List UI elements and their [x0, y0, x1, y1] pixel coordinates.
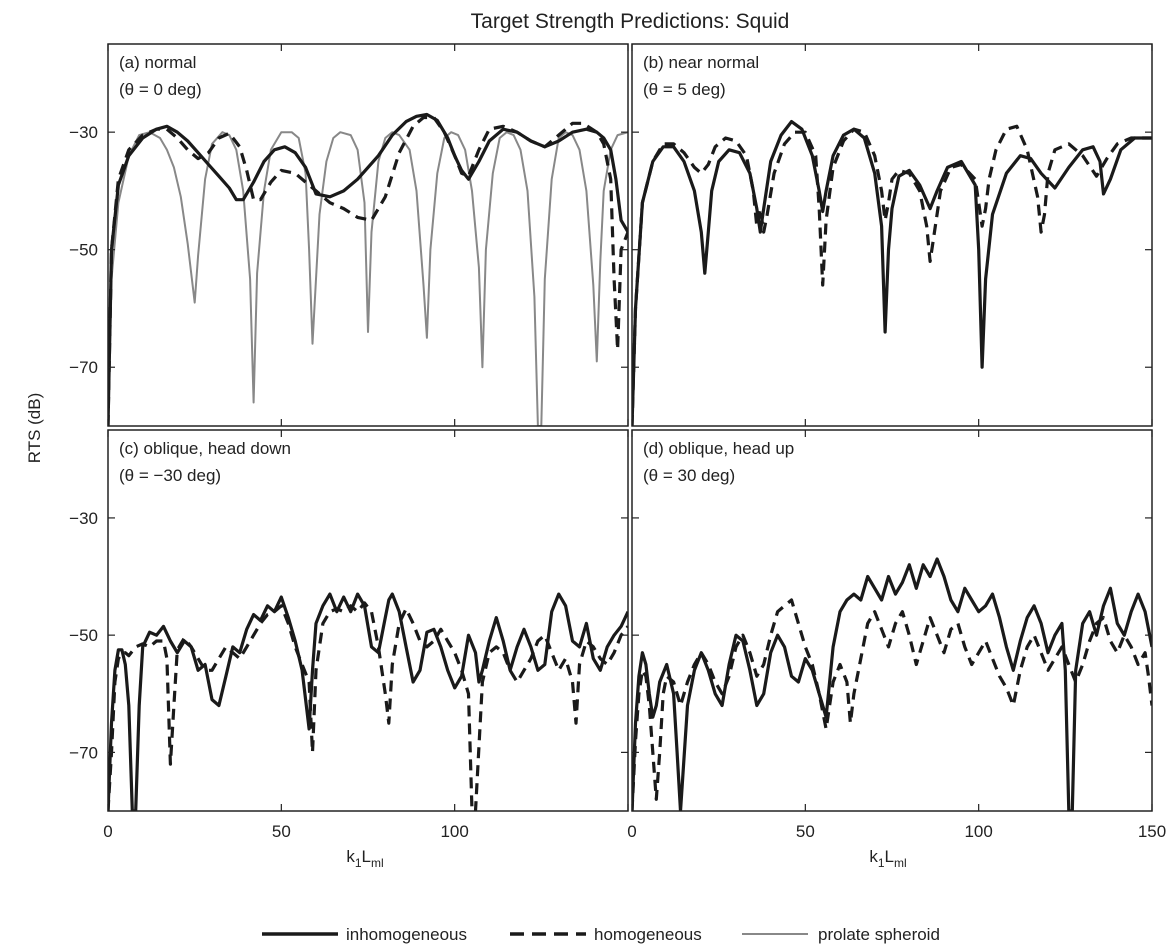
- x-tick-label: 0: [103, 822, 112, 841]
- panel-angle-1: (θ = 5 deg): [643, 80, 726, 99]
- panel-frame-2: [107, 429, 629, 812]
- legend-label-inhomogeneous: inhomogeneous: [346, 925, 467, 944]
- panel-angle-3: (θ = 30 deg): [643, 466, 735, 485]
- y-tick-label: −50: [69, 626, 98, 645]
- panel-frame-0: [107, 43, 629, 427]
- panel-angle-0: (θ = 0 deg): [119, 80, 202, 99]
- y-tick-label: −50: [69, 241, 98, 260]
- y-axis-label: RTS (dB): [25, 393, 44, 464]
- x-tick-label: 50: [796, 822, 815, 841]
- panel-title-1: (b) near normal: [643, 53, 759, 72]
- y-tick-label: −30: [69, 123, 98, 142]
- x-tick-label: 100: [964, 822, 992, 841]
- series-line-homogeneous-panel-0: [108, 115, 628, 426]
- panel-1: (b) near normal (θ = 5 deg): [631, 43, 1153, 427]
- series-line-inhomogeneous-panel-3: [632, 557, 1152, 811]
- y-tick-label: −70: [69, 358, 98, 377]
- panel-title-0: (a) normal: [119, 53, 196, 72]
- series-line-homogeneous-panel-2: [108, 601, 628, 811]
- panel-title-3: (d) oblique, head up: [643, 439, 794, 458]
- chart-title: Target Strength Predictions: Squid: [471, 10, 790, 33]
- series-line-inhomogeneous-panel-0: [108, 112, 628, 426]
- legend: inhomogeneous homogeneous prolate sphero…: [262, 925, 940, 944]
- panel-0: −30 −50 −70 (a) normal (θ = 0 deg): [69, 43, 629, 427]
- panel-title-2: (c) oblique, head down: [119, 439, 291, 458]
- legend-label-prolate-spheroid: prolate spheroid: [818, 925, 940, 944]
- series-line-inhomogeneous-panel-1: [632, 120, 1152, 426]
- panel-3: 0 50 100 150 (d) oblique, head up (θ = 30 deg…: [627, 429, 1166, 841]
- x-tick-label: 0: [627, 822, 636, 841]
- x-tick-label: 50: [272, 822, 291, 841]
- series-line-homogeneous-panel-1: [632, 124, 1152, 426]
- series-line-homogeneous-panel-3: [632, 598, 1152, 811]
- panel-frame-3: [631, 429, 1153, 812]
- y-tick-label: −30: [69, 509, 98, 528]
- panels-layer: −30 −50 −70 (a) normal (θ = 0 deg) (b) near n…: [69, 43, 1166, 841]
- y-tick-label: −70: [69, 743, 98, 762]
- panel-2: −30 −50 −70 0 50 100 (c) oblique, head down (θ …: [69, 429, 629, 841]
- series-line-inhomogeneous-panel-2: [108, 592, 628, 811]
- x-axis-label-right: k1Lml: [869, 847, 906, 870]
- x-tick-label: 100: [440, 822, 468, 841]
- series-line-prolate-spheroid-panel-0: [108, 131, 628, 426]
- x-axis-label-left: k1Lml: [346, 847, 383, 870]
- panel-frame-1: [631, 43, 1153, 427]
- panel-angle-2: (θ = −30 deg): [119, 466, 221, 485]
- legend-label-homogeneous: homogeneous: [594, 925, 702, 944]
- x-tick-label: 150: [1138, 822, 1166, 841]
